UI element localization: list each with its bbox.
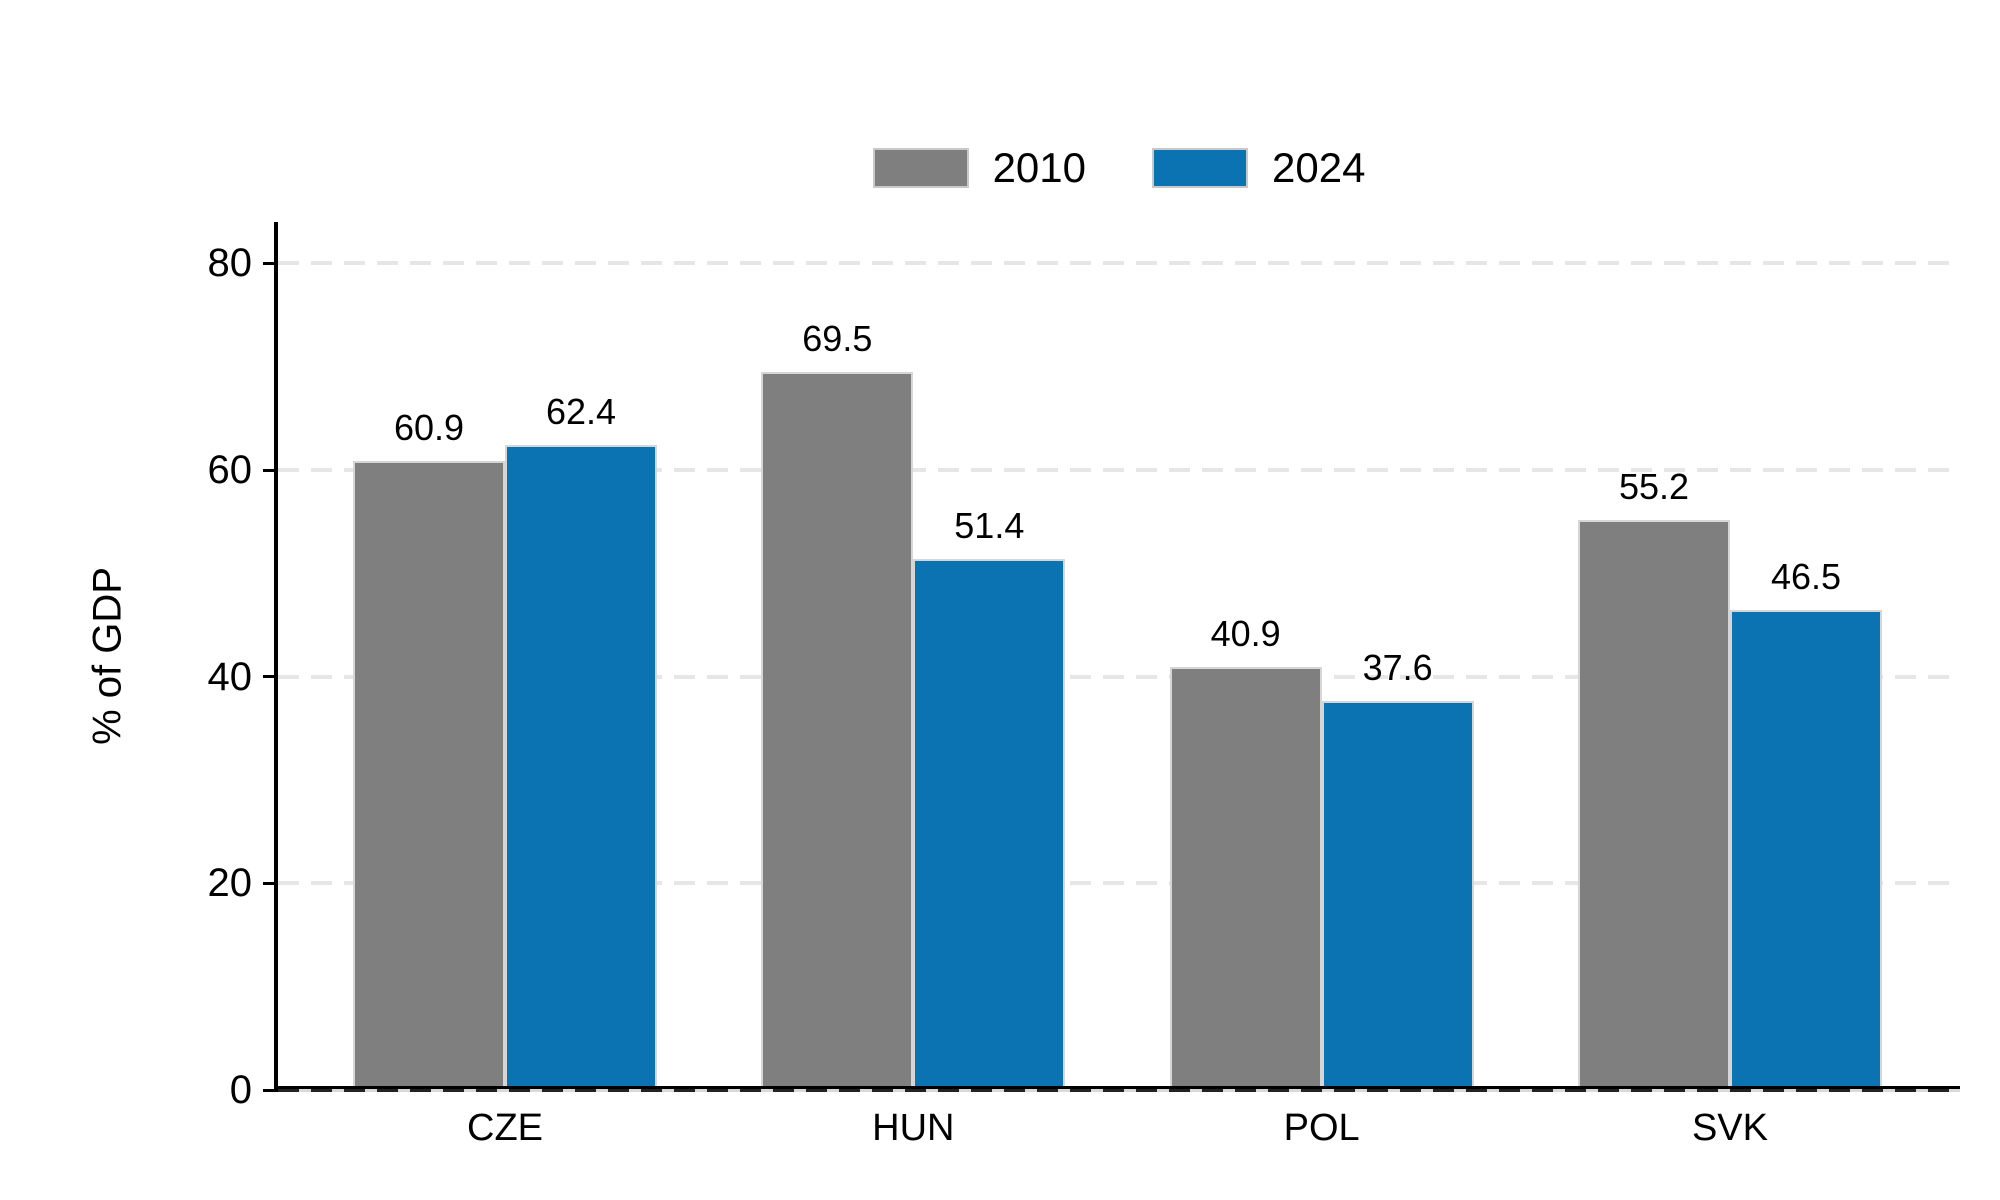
bar-value-label-SVK-2024: 46.5 bbox=[1770, 555, 1842, 597]
legend-label-2024: 2024 bbox=[1272, 144, 1366, 191]
y-axis-tick-40 bbox=[263, 675, 278, 679]
bar-CZE-2010 bbox=[353, 460, 505, 1090]
legend-label-2010: 2010 bbox=[992, 144, 1086, 191]
x-axis-label-CZE: CZE bbox=[467, 1107, 543, 1149]
x-axis-label-POL: POL bbox=[1283, 1107, 1360, 1149]
y-axis-tick-80 bbox=[263, 261, 278, 265]
x-axis-label-SVK: SVK bbox=[1691, 1107, 1768, 1149]
gridline-40 bbox=[278, 674, 1960, 679]
plot-area: 60.9 62.4 69.5 51.4 40.9 37.6 55.2 46.5 bbox=[278, 222, 1960, 1090]
bar-value-label-HUN-2010: 69.5 bbox=[802, 317, 873, 359]
bar-CZE-2024 bbox=[505, 445, 657, 1090]
y-axis-tick-20 bbox=[263, 881, 278, 885]
y-axis-tick-label-0: 0 bbox=[229, 1068, 252, 1112]
y-axis-tick-label-40: 40 bbox=[207, 654, 253, 699]
bar-value-label-CZE-2024: 62.4 bbox=[545, 391, 617, 433]
bar-POL-2010 bbox=[1169, 667, 1322, 1090]
legend-swatch-2024 bbox=[1152, 148, 1248, 188]
y-axis-tick-label-20: 20 bbox=[207, 861, 253, 906]
bar-SVK-2010 bbox=[1577, 519, 1730, 1090]
y-axis-tick-60 bbox=[263, 468, 278, 472]
y-axis-tick-0 bbox=[263, 1088, 278, 1092]
bar-HUN-2024 bbox=[913, 558, 1066, 1090]
bar-value-label-CZE-2010: 60.9 bbox=[393, 406, 465, 448]
x-axis-label-HUN: HUN bbox=[872, 1107, 955, 1149]
bar-SVK-2024 bbox=[1729, 609, 1882, 1090]
legend-swatch-2010 bbox=[872, 148, 969, 188]
bar-value-label-POL-2024: 37.6 bbox=[1362, 647, 1433, 689]
bar-value-label-POL-2010: 40.9 bbox=[1210, 613, 1281, 655]
bar-value-label-HUN-2024: 51.4 bbox=[954, 504, 1025, 546]
bar-value-label-SVK-2010: 55.2 bbox=[1618, 465, 1690, 507]
gridline-60 bbox=[278, 468, 1960, 472]
bar-HUN-2010 bbox=[761, 371, 914, 1090]
gridline-80 bbox=[278, 261, 1960, 266]
bar-POL-2024 bbox=[1321, 701, 1474, 1090]
legend-entry-2010: 2010 bbox=[872, 144, 1086, 191]
legend-entry-2024: 2024 bbox=[1152, 146, 1365, 190]
y-axis-tick-label-60: 60 bbox=[207, 448, 253, 492]
x-axis-line bbox=[278, 1086, 1960, 1092]
gridline-20 bbox=[278, 881, 1960, 886]
legend: 2010 2024 bbox=[278, 144, 1960, 192]
y-axis-line bbox=[274, 222, 278, 1090]
y-axis-tick-label-80: 80 bbox=[207, 241, 253, 286]
